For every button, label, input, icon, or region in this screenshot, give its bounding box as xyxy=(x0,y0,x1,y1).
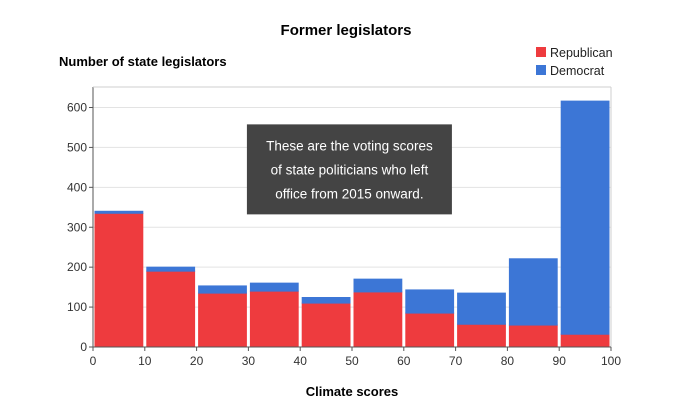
bar-democrat-6 xyxy=(405,289,455,314)
bar-republican-3 xyxy=(249,290,299,348)
y-tick-label: 600 xyxy=(67,101,87,115)
annotation-line: These are the voting scores xyxy=(266,138,433,153)
x-tick-label: 0 xyxy=(90,354,97,368)
bar-republican-8 xyxy=(508,324,558,348)
bar-democrat-5 xyxy=(353,278,403,293)
bar-republican-7 xyxy=(457,323,506,348)
bar-republican-1 xyxy=(146,270,196,348)
x-axis-label: Climate scores xyxy=(306,384,399,399)
legend-label-democrat: Democrat xyxy=(550,64,605,78)
y-tick-label: 500 xyxy=(67,140,87,154)
x-tick-label: 80 xyxy=(501,354,515,368)
y-tick-label: 300 xyxy=(67,220,87,234)
x-tick-label: 40 xyxy=(294,354,308,368)
y-tick-label: 400 xyxy=(67,180,87,194)
bar-democrat-3 xyxy=(249,282,299,292)
bar-democrat-1 xyxy=(146,266,196,272)
x-tick-label: 100 xyxy=(601,354,621,368)
y-tick-label: 200 xyxy=(67,260,87,274)
bar-democrat-2 xyxy=(198,285,247,294)
bar-democrat-9 xyxy=(560,100,610,335)
annotation-box xyxy=(246,124,452,215)
bar-republican-4 xyxy=(301,302,351,348)
legend-swatch-democrat xyxy=(536,65,546,75)
chart-title: Former legislators xyxy=(281,22,412,39)
x-tick-label: 50 xyxy=(345,354,359,368)
x-tick-label: 70 xyxy=(449,354,463,368)
y-tick-label: 0 xyxy=(80,340,87,354)
annotation-line: office from 2015 onward. xyxy=(275,186,423,201)
x-tick-label: 20 xyxy=(190,354,204,368)
y-axis-label: Number of state legislators xyxy=(59,54,227,69)
bar-republican-5 xyxy=(353,291,403,348)
y-tick-label: 100 xyxy=(67,300,87,314)
bar-democrat-7 xyxy=(457,292,506,325)
bar-republican-9 xyxy=(560,333,610,348)
legend-swatch-republican xyxy=(536,47,546,57)
bar-democrat-0 xyxy=(94,210,144,214)
legend-label-republican: Republican xyxy=(550,46,613,60)
bar-democrat-4 xyxy=(301,297,351,304)
x-tick-label: 60 xyxy=(397,354,411,368)
annotation-line: of state politicians who left xyxy=(271,162,429,177)
bar-republican-2 xyxy=(198,292,247,348)
bar-democrat-8 xyxy=(508,258,558,326)
bars xyxy=(94,100,610,348)
x-tick-label: 10 xyxy=(138,354,152,368)
annotation: These are the voting scores of state poli… xyxy=(246,124,452,215)
x-tick-label: 90 xyxy=(553,354,567,368)
x-tick-label: 30 xyxy=(242,354,256,368)
bar-republican-6 xyxy=(405,312,455,348)
axes: 0 100 200 300 400 500 600 0 10 20 30 40 50 60 70 80 90 10… xyxy=(67,86,621,368)
bar-republican-0 xyxy=(94,212,144,348)
legend: Republican Democrat xyxy=(536,46,613,78)
